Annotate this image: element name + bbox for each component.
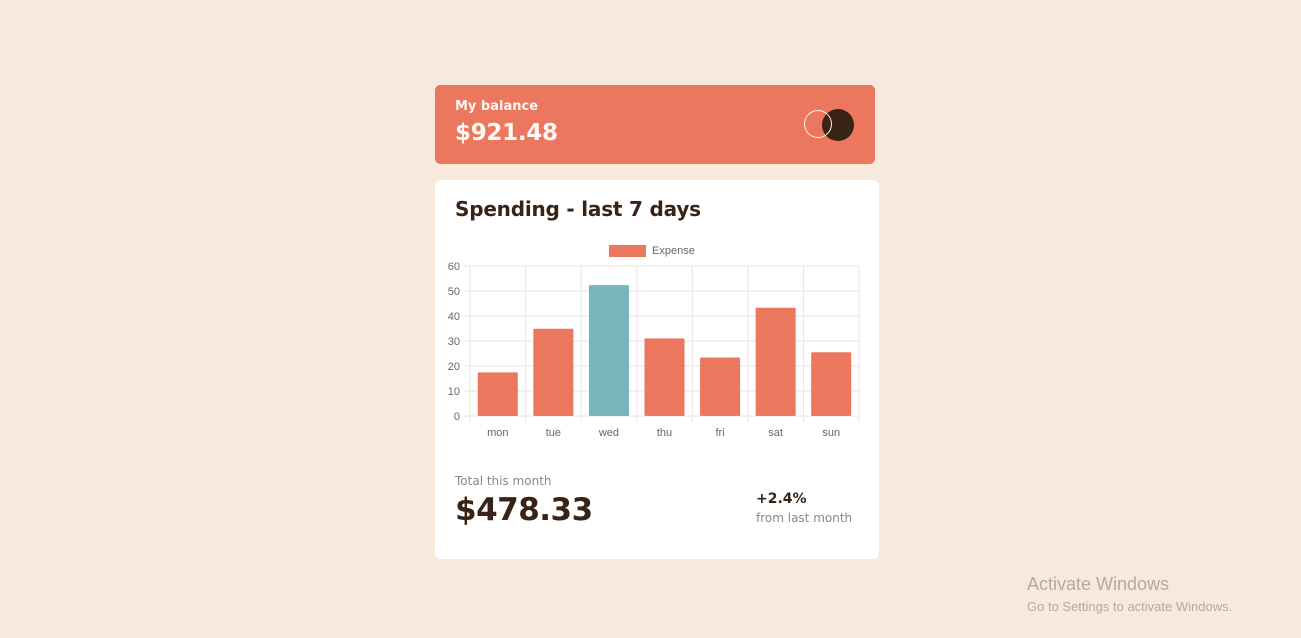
- x-tick-label: wed: [598, 427, 619, 439]
- total-amount: $478.33: [455, 492, 593, 528]
- y-tick-label: 30: [448, 336, 460, 348]
- legend-label: Expense: [652, 245, 695, 257]
- card-logo-icon: [804, 108, 856, 142]
- x-tick-label: fri: [715, 427, 724, 439]
- x-tick-label: mon: [487, 427, 508, 439]
- change-percent: +2.4%: [756, 491, 807, 507]
- spending-card: Spending - last 7 days 0 10 20 30 40 50 60 mon t…: [435, 180, 879, 559]
- y-tick-label: 60: [448, 261, 460, 273]
- bar-tue: [533, 328, 574, 416]
- balance-card: My balance $921.48: [435, 85, 875, 164]
- bar-mon: [477, 372, 518, 416]
- y-tick-label: 50: [448, 286, 460, 298]
- bar-thu: [644, 338, 685, 416]
- total-label: Total this month: [455, 474, 552, 488]
- x-tick-label: thu: [657, 427, 672, 439]
- activate-windows-subtitle: Go to Settings to activate Windows.: [1027, 599, 1233, 614]
- bar-sun: [811, 352, 852, 416]
- logo-outline-circle: [804, 110, 832, 138]
- spending-title: Spending - last 7 days: [455, 197, 701, 221]
- bar-wed: [588, 285, 629, 416]
- x-tick-label: sat: [768, 427, 783, 439]
- change-label: from last month: [756, 511, 853, 525]
- bar-sat: [755, 307, 796, 416]
- balance-amount: $921.48: [455, 120, 558, 146]
- y-tick-label: 10: [448, 386, 460, 398]
- legend-swatch: [609, 245, 646, 257]
- balance-label: My balance: [455, 99, 539, 114]
- x-tick-label: sun: [822, 427, 840, 439]
- y-tick-label: 0: [454, 411, 460, 423]
- spending-chart: 0 10 20 30 40 50 60 mon tue wed thu fri sat sun Expens…: [448, 245, 860, 439]
- y-tick-label: 20: [448, 361, 460, 373]
- y-tick-label: 40: [448, 311, 460, 323]
- activate-windows-title: Activate Windows: [1027, 574, 1170, 594]
- bar-fri: [700, 357, 741, 416]
- x-tick-label: tue: [546, 427, 561, 439]
